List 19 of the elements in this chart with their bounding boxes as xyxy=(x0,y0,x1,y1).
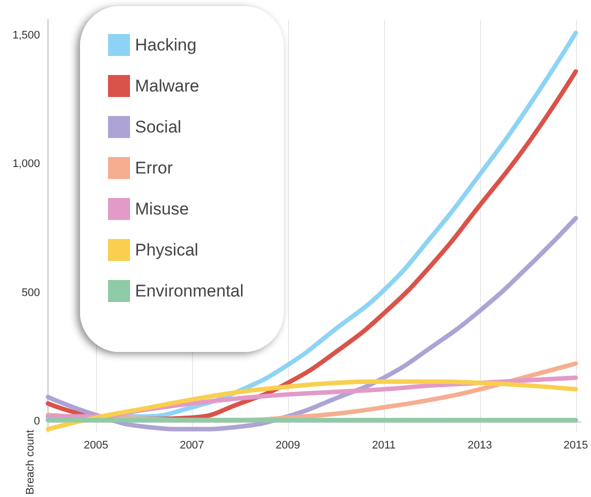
y-tick-label: 1,500 xyxy=(12,29,40,42)
legend-label: Malware xyxy=(135,76,200,96)
legend-label: Environmental xyxy=(135,282,244,300)
legend-label: Hacking xyxy=(135,36,196,54)
line-series xyxy=(46,379,578,432)
x-tick-label: 2013 xyxy=(468,439,492,452)
legend-label: Misuse xyxy=(135,200,189,218)
x-tick-label: 2005 xyxy=(84,439,108,452)
legend-label: Social xyxy=(135,118,182,136)
y-tick-label: 1,000 xyxy=(12,158,40,170)
x-tick-label: 2015 xyxy=(564,439,588,452)
y-axis-title: Breach count xyxy=(24,430,36,495)
legend-label: Error xyxy=(135,158,174,178)
y-tick-label: 500 xyxy=(22,286,40,299)
legend-label: Physical xyxy=(135,240,198,260)
y-tick-label: 0 xyxy=(34,415,40,428)
x-tick-label: 2007 xyxy=(180,439,204,452)
x-tick-label: 2009 xyxy=(276,439,300,452)
x-tick-label: 2011 xyxy=(372,439,396,452)
